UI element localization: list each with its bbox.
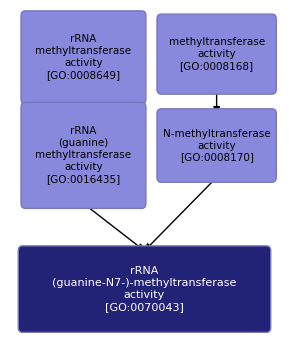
FancyBboxPatch shape [21, 11, 146, 104]
FancyBboxPatch shape [21, 102, 146, 208]
FancyBboxPatch shape [18, 246, 271, 333]
Text: rRNA
(guanine-N7-)-methyltransferase
activity
[GO:0070043]: rRNA (guanine-N7-)-methyltransferase act… [52, 266, 237, 312]
FancyBboxPatch shape [157, 109, 276, 182]
Text: N-methyltransferase
activity
[GO:0008170]: N-methyltransferase activity [GO:0008170… [163, 129, 271, 163]
Text: rRNA
(guanine)
methyltransferase
activity
[GO:0016435]: rRNA (guanine) methyltransferase activit… [35, 126, 131, 184]
Text: methyltransferase
activity
[GO:0008168]: methyltransferase activity [GO:0008168] [168, 37, 265, 71]
Text: rRNA
methyltransferase
activity
[GO:0008649]: rRNA methyltransferase activity [GO:0008… [35, 34, 131, 80]
FancyBboxPatch shape [157, 14, 276, 94]
